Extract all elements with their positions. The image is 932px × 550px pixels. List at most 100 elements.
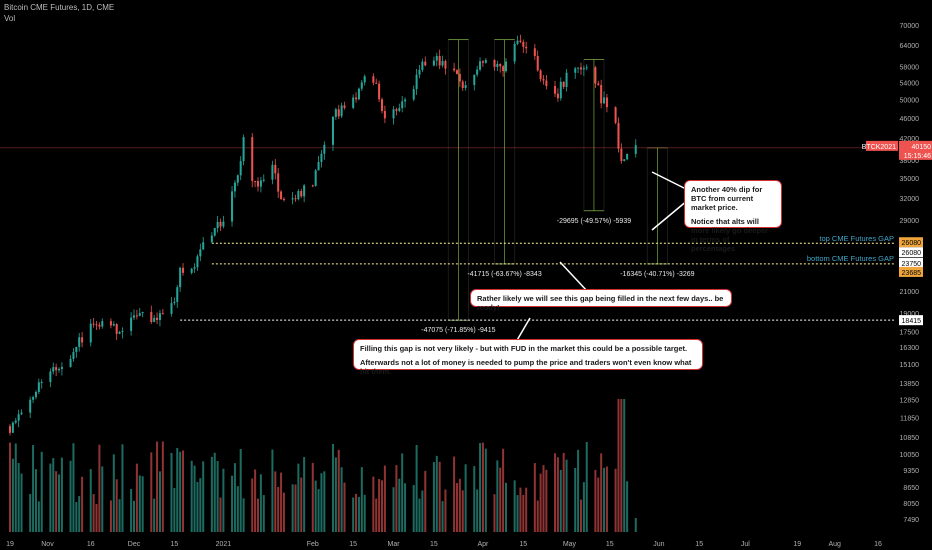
volume-bar <box>219 497 222 532</box>
volume-bar <box>311 462 314 532</box>
volume-bar <box>499 467 502 532</box>
candles <box>8 34 637 436</box>
candle-body <box>378 83 381 100</box>
candle-body <box>118 332 121 334</box>
candle-body <box>282 199 285 201</box>
candle-body <box>101 321 104 327</box>
candle-body <box>303 185 306 197</box>
volume-bar <box>453 456 456 532</box>
candle-body <box>34 391 37 398</box>
top-gap-tag-2: 26080 <box>902 250 922 257</box>
y-tick-label: 12850 <box>900 398 920 405</box>
volume-bar <box>597 477 600 532</box>
bottom-gap-tag-bg <box>899 257 923 268</box>
volume-bar <box>438 461 441 532</box>
candle-body <box>363 76 366 83</box>
volume-bar <box>504 482 508 532</box>
annotation-line: Another 40% dip for BTC from current mar… <box>691 185 763 212</box>
candle-body <box>444 61 447 69</box>
candle-body <box>291 198 294 200</box>
x-tick-label: 15 <box>519 541 527 548</box>
candle-body <box>95 324 98 326</box>
volume-bar <box>161 441 164 532</box>
candle-body <box>109 321 112 326</box>
x-tick-label: 16 <box>874 541 882 548</box>
volume-bar <box>392 487 395 532</box>
candle-body <box>323 144 326 154</box>
candle-body <box>239 161 242 176</box>
volume-bar <box>582 482 585 532</box>
volume-bar <box>441 501 444 532</box>
volume-bar <box>481 442 484 532</box>
volume-bar <box>620 399 623 532</box>
y-tick-label: 64000 <box>900 43 920 50</box>
x-tick-label: 19 <box>6 541 14 548</box>
candle-body <box>75 346 78 352</box>
volume-bar <box>274 471 277 532</box>
volume-bar <box>52 458 55 532</box>
candle-body <box>254 180 257 182</box>
candle-body <box>337 109 340 117</box>
current-price-tag: 40150 <box>912 144 932 151</box>
volume-bar <box>334 457 337 532</box>
candle-body <box>202 242 205 250</box>
candle-body <box>320 153 323 162</box>
volume-bar <box>262 495 265 532</box>
candle-body <box>565 72 568 87</box>
candle-body <box>216 221 219 229</box>
volume-bar <box>251 478 254 532</box>
candle-body <box>438 55 441 66</box>
volume-bar <box>533 463 536 532</box>
x-tick-label: May <box>563 541 577 548</box>
candle-body <box>626 153 629 160</box>
x-tick-label: Nov <box>41 541 54 548</box>
candle-body <box>458 73 461 82</box>
volume-bar <box>585 441 588 532</box>
volume-bar <box>176 447 179 532</box>
x-tick-label: Dec <box>128 541 141 548</box>
volume-bar <box>173 488 176 532</box>
x-tick-label: Jul <box>741 541 750 548</box>
volume-bar <box>331 443 334 532</box>
volume-bar <box>118 499 121 532</box>
annotation-pointer <box>651 171 689 191</box>
candle-body <box>274 164 277 174</box>
volume-bar <box>421 490 424 532</box>
candle-body <box>300 190 303 197</box>
y-tick-label: 32000 <box>900 196 920 203</box>
candle-body <box>398 108 401 111</box>
candle-body <box>603 97 606 104</box>
candle-body <box>193 267 196 269</box>
candle-body <box>251 137 254 181</box>
volume-bar <box>565 459 568 532</box>
candle-body <box>594 67 597 84</box>
candle-body <box>582 68 585 70</box>
volume-bar <box>37 501 40 532</box>
volume-bar <box>141 476 144 532</box>
volume-bar <box>89 469 92 532</box>
volume-bar <box>256 498 260 532</box>
candle-body <box>352 97 355 108</box>
volume-bar <box>115 479 118 532</box>
volume-bar <box>519 487 522 532</box>
candle-body <box>556 93 559 99</box>
bottom-gap-tag: 23750 <box>902 261 922 268</box>
candle-body <box>380 99 384 111</box>
candle-body <box>69 358 72 367</box>
candle-body <box>242 137 245 162</box>
annotation-line: Rather likely we will see this gap being… <box>477 294 724 312</box>
candle-body <box>213 228 216 236</box>
volume-bar <box>49 463 52 532</box>
volume-bar <box>556 457 559 532</box>
volume-bar <box>150 452 153 532</box>
volume-bar <box>216 461 219 532</box>
volume-bar <box>130 489 133 532</box>
volume-bar <box>153 498 156 532</box>
measure-label: -41715 (-63.67%) -8343 <box>467 271 541 278</box>
volume-bar <box>81 476 84 532</box>
volume-bar <box>20 473 23 532</box>
candle-body <box>115 324 118 334</box>
volume-bar <box>493 494 496 532</box>
volume-bar <box>32 445 35 532</box>
